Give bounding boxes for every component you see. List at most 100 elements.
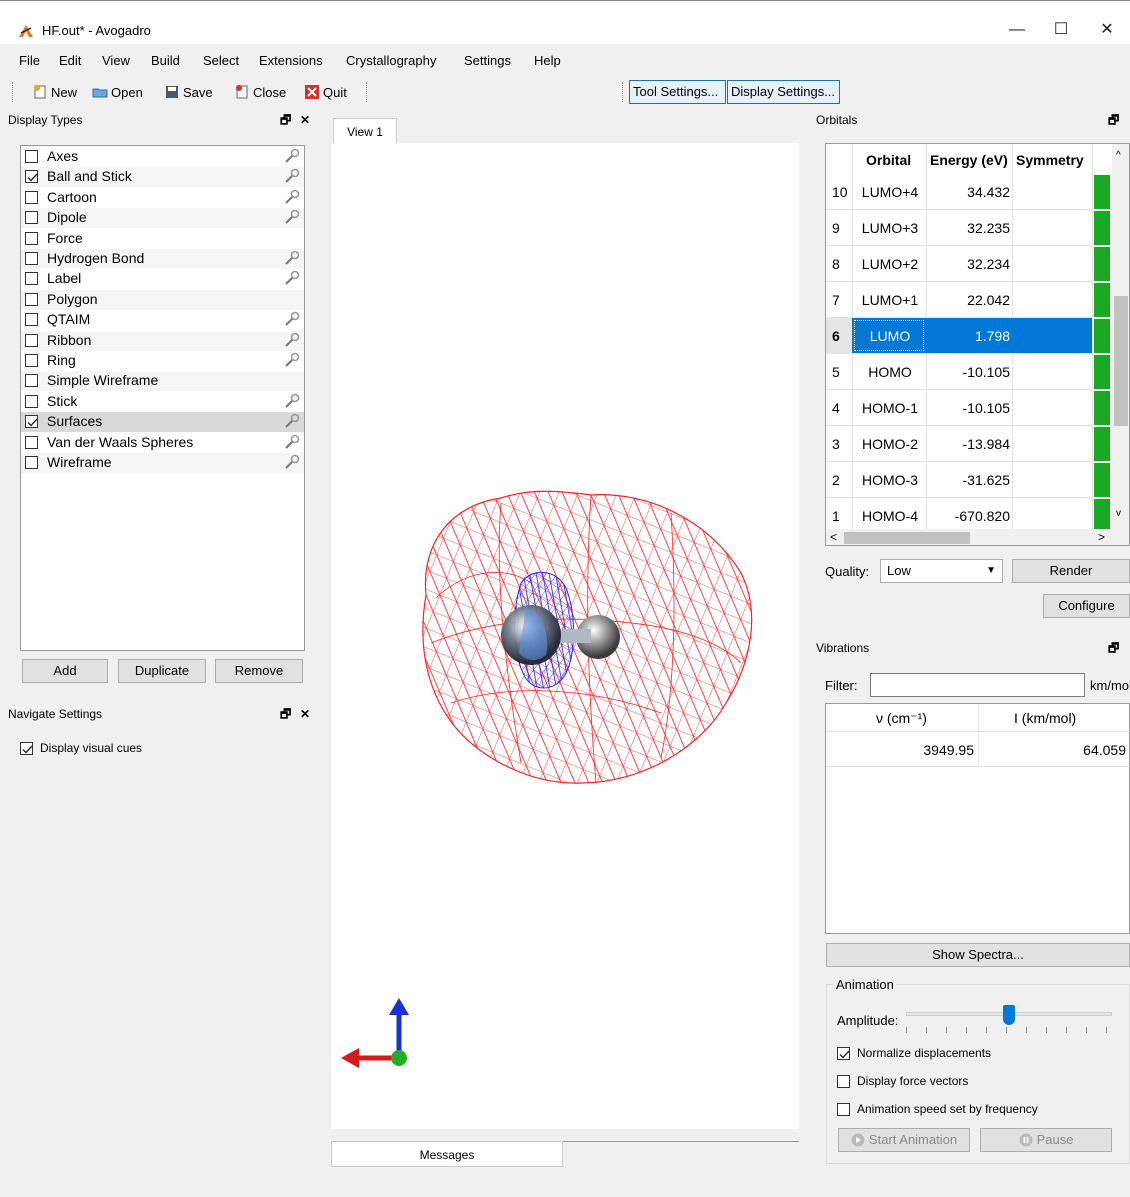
display-type-item[interactable]: Stick [21,392,304,412]
quality-select[interactable]: Low ▼ [880,559,1003,583]
scroll-thumb[interactable] [1114,296,1128,426]
configure-button[interactable]: Configure [1043,594,1130,618]
scroll-down-icon[interactable]: v [1116,508,1121,519]
display-type-item[interactable]: Axes [21,147,304,167]
display-type-item[interactable]: Force [21,229,304,249]
display-settings-button[interactable]: Display Settings... [727,80,840,104]
header-frequency[interactable]: ν (cm⁻¹) [876,710,927,726]
show-spectra-button[interactable]: Show Spectra... [826,943,1130,967]
display-type-item[interactable]: Surfaces [21,412,304,433]
tool-settings-button[interactable]: Tool Settings... [629,80,726,104]
wrench-icon[interactable] [284,168,300,184]
save-button[interactable]: Save [164,82,213,102]
display-type-checkbox[interactable] [25,313,38,327]
orbitals-vertical-scrollbar[interactable]: ^ v [1112,144,1129,545]
display-type-checkbox[interactable] [25,374,38,388]
menu-view[interactable]: View [102,53,130,68]
menu-crystallography[interactable]: Crystallography [346,53,437,68]
display-type-checkbox[interactable] [25,211,38,225]
display-type-checkbox[interactable] [25,272,38,286]
start-animation-button[interactable]: Start Animation [838,1128,970,1152]
maximize-button[interactable]: ☐ [1053,21,1069,38]
display-type-checkbox[interactable] [25,252,38,265]
tab-messages[interactable]: Messages [331,1141,563,1167]
close-dock-icon[interactable]: ✕ [300,707,311,721]
menu-help[interactable]: Help [534,53,561,68]
orbital-row[interactable]: 5 HOMO -10.105 [826,354,1110,390]
wrench-icon[interactable] [284,148,300,164]
molecule-viewport[interactable] [331,143,799,1129]
float-dock-icon[interactable]: 🗗 [280,113,292,127]
header-symmetry[interactable]: Symmetry [1016,152,1084,168]
display-type-item[interactable]: Polygon [21,289,304,310]
display-type-checkbox[interactable] [25,456,38,469]
menu-edit[interactable]: Edit [59,53,82,68]
float-dock-icon[interactable]: 🗗 [280,707,292,721]
float-dock-icon[interactable]: 🗗 [1108,113,1120,127]
orbital-row[interactable]: 9 LUMO+3 32.235 [826,210,1110,246]
menu-file[interactable]: File [19,53,40,68]
menu-select[interactable]: Select [203,53,240,68]
add-display-type-button[interactable]: Add [22,659,108,683]
hydrogen-atom[interactable] [576,615,620,659]
remove-display-type-button[interactable]: Remove [215,659,303,683]
display-type-checkbox[interactable] [25,415,38,429]
display-type-checkbox[interactable] [25,231,38,245]
header-orbital[interactable]: Orbital [866,152,912,168]
new-button[interactable]: New [32,82,77,102]
display-type-checkbox[interactable] [25,170,38,184]
filter-input[interactable] [870,673,1085,697]
normalize-displacements-checkbox[interactable]: Normalize displacements [837,1046,1097,1064]
wrench-icon[interactable] [284,189,300,205]
wrench-icon[interactable] [284,413,300,429]
pause-button[interactable]: Pause [980,1128,1112,1152]
wrench-icon[interactable] [284,434,300,450]
scroll-up-icon[interactable]: ^ [1116,150,1121,161]
display-type-item[interactable]: Cartoon [21,188,304,208]
display-type-item[interactable]: Ball and Stick [21,167,304,188]
display-visual-cues-checkbox[interactable]: Display visual cues [20,741,180,759]
amplitude-slider[interactable] [906,1005,1112,1035]
menu-build[interactable]: Build [151,53,180,68]
tab-view-1[interactable]: View 1 [333,118,397,144]
orbital-row[interactable]: 10 LUMO+4 34.432 [826,174,1110,210]
table-row[interactable]: 3949.95 64.059 [826,731,1130,767]
display-force-vectors-checkbox[interactable]: Display force vectors [837,1074,1097,1092]
wrench-icon[interactable] [284,209,300,225]
display-type-checkbox[interactable] [25,394,38,408]
slider-thumb[interactable] [1003,1005,1015,1025]
wrench-icon[interactable] [284,270,300,286]
duplicate-display-type-button[interactable]: Duplicate [118,659,206,683]
orbital-row[interactable]: 2 HOMO-3 -31.625 [826,462,1110,498]
orbital-row[interactable]: 6 LUMO 1.798 [826,318,1110,354]
bond[interactable] [551,629,591,643]
minimize-button[interactable]: — [1009,21,1025,38]
wrench-icon[interactable] [284,250,300,266]
display-type-checkbox[interactable] [25,292,38,306]
display-type-item[interactable]: Simple Wireframe [21,371,304,392]
orbital-row[interactable]: 7 LUMO+1 22.042 [826,282,1110,318]
menu-settings[interactable]: Settings [464,53,511,68]
display-type-item[interactable]: Label [21,269,304,289]
close-button[interactable]: Close [234,82,286,102]
orbital-row[interactable]: 8 LUMO+2 32.234 [826,246,1110,282]
display-type-checkbox[interactable] [25,333,38,347]
close-dock-icon[interactable]: ✕ [300,113,311,127]
scroll-left-icon[interactable]: < [830,530,838,544]
wrench-icon[interactable] [284,393,300,409]
header-intensity[interactable]: I (km/mol) [1014,710,1077,726]
display-type-item[interactable]: Hydrogen Bond [21,249,304,269]
display-type-checkbox[interactable] [25,150,38,163]
display-type-item[interactable]: Ring [21,351,304,371]
wrench-icon[interactable] [284,332,300,348]
orbital-row[interactable]: 4 HOMO-1 -10.105 [826,390,1110,426]
display-type-checkbox[interactable] [25,435,38,449]
display-type-item[interactable]: Ribbon [21,330,304,351]
display-type-item[interactable]: Dipole [21,208,304,229]
display-type-checkbox[interactable] [25,190,38,204]
display-type-item[interactable]: Wireframe [21,453,304,473]
orbitals-horizontal-scrollbar[interactable]: < > [826,529,1112,545]
display-type-item[interactable]: QTAIM [21,310,304,330]
scroll-thumb[interactable] [844,532,970,544]
render-button[interactable]: Render [1012,559,1130,583]
